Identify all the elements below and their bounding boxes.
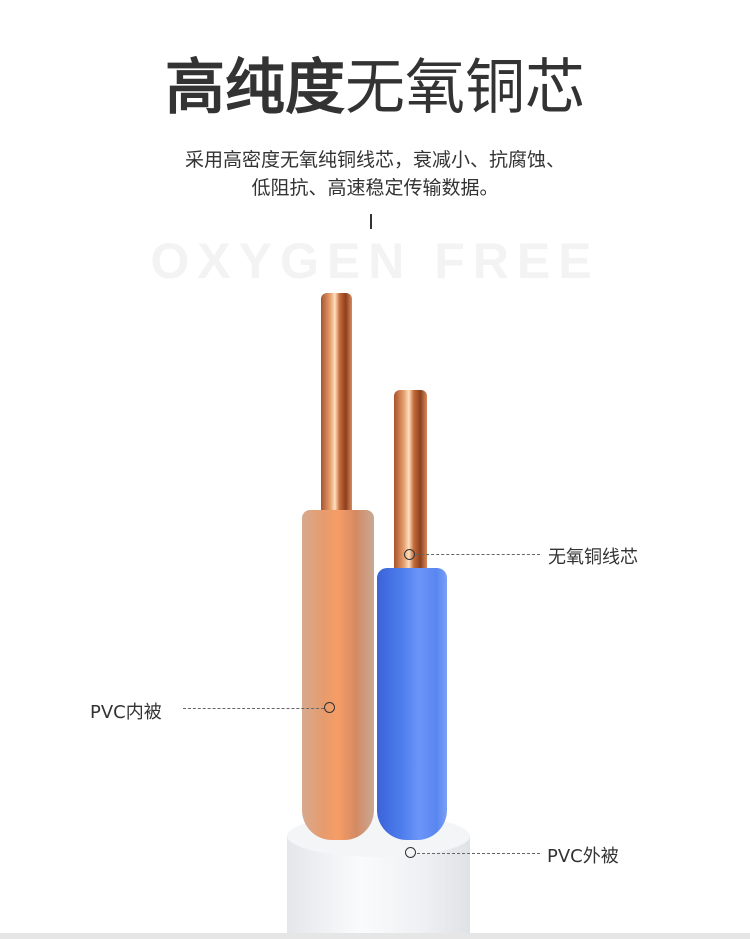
core-marker — [404, 549, 415, 560]
inner-sheath-label: PVC内被 — [90, 702, 162, 723]
outer-sheath-label: PVC外被 — [547, 846, 619, 867]
title-bold: 高纯度 — [165, 53, 345, 123]
subtitle-line-1: 采用高密度无氧纯铜线芯，衰减小、抗腐蚀、 — [184, 149, 565, 171]
inner-sheath-marker — [324, 702, 335, 713]
blue-insulation — [377, 568, 447, 840]
outer-sheath-leader-line — [417, 853, 540, 854]
outer-sheath-marker — [405, 847, 416, 858]
copper-core-right — [394, 390, 427, 575]
inner-sheath-leader-line — [183, 708, 324, 709]
copper-core-left — [321, 293, 352, 518]
page-title: 高纯度无氧铜芯 — [0, 50, 750, 126]
divider — [370, 214, 372, 229]
watermark-text: OXYGEN FREE — [150, 233, 600, 289]
subtitle: 采用高密度无氧纯铜线芯，衰减小、抗腐蚀、 低阻抗、高速稳定传输数据。 — [0, 146, 750, 202]
core-label: 无氧铜线芯 — [548, 547, 638, 568]
core-leader-line — [416, 554, 540, 555]
subtitle-line-2: 低阻抗、高速稳定传输数据。 — [251, 177, 499, 199]
title-light: 无氧铜芯 — [345, 53, 585, 123]
orange-insulation — [302, 510, 374, 840]
bottom-strip — [0, 933, 750, 939]
